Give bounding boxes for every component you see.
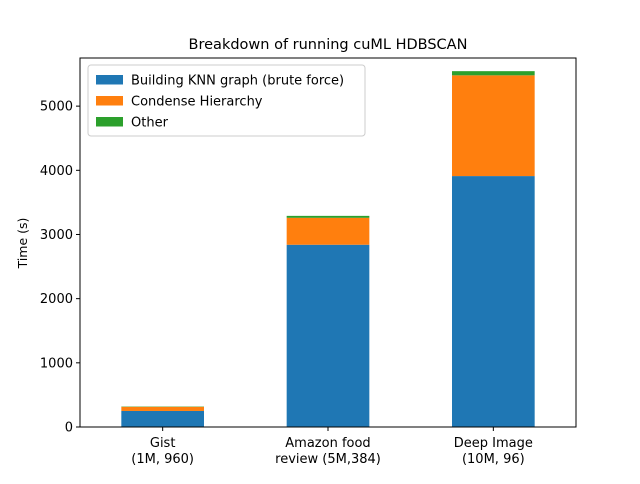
bar-segment-3-category-2 bbox=[287, 216, 370, 218]
legend-swatch bbox=[96, 117, 123, 127]
legend: Building KNN graph (brute force) Condense… bbox=[88, 65, 365, 136]
bar-segment-1-category-3 bbox=[452, 176, 535, 427]
x-tick-label: (10M, 96) bbox=[462, 452, 525, 467]
y-tick-label: 4000 bbox=[40, 164, 73, 179]
y-tick-label: 2000 bbox=[40, 292, 73, 307]
chart-title: Breakdown of running cuML HDBSCAN bbox=[189, 37, 468, 53]
legend-entry-label: Condense Hierarchy bbox=[131, 95, 263, 110]
legend-swatch bbox=[96, 96, 123, 106]
bar-segment-3-category-3 bbox=[452, 71, 535, 75]
x-tick-label: (1M, 960) bbox=[131, 452, 194, 467]
y-tick-label: 3000 bbox=[40, 228, 73, 243]
bar-segment-2-category-1 bbox=[121, 407, 204, 411]
x-tick-label: Gist bbox=[150, 436, 176, 451]
y-tick-label: 1000 bbox=[40, 356, 73, 371]
y-tick-label: 5000 bbox=[40, 100, 73, 115]
x-tick-label: Deep Image bbox=[454, 436, 533, 451]
legend-entry-label: Other bbox=[131, 116, 169, 131]
bar-segment-2-category-3 bbox=[452, 75, 535, 176]
legend-entry-label: Building KNN graph (brute force) bbox=[131, 74, 344, 89]
bar-segment-1-category-2 bbox=[287, 245, 370, 427]
bar-segment-1-category-1 bbox=[121, 411, 204, 427]
legend-swatch bbox=[96, 75, 123, 85]
x-tick-label: Amazon food bbox=[285, 436, 370, 451]
y-axis-label: Time (s) bbox=[15, 218, 30, 270]
x-tick-label: review (5M,384) bbox=[275, 452, 381, 467]
bar-segment-2-category-2 bbox=[287, 218, 370, 245]
y-tick-label: 0 bbox=[65, 421, 73, 436]
